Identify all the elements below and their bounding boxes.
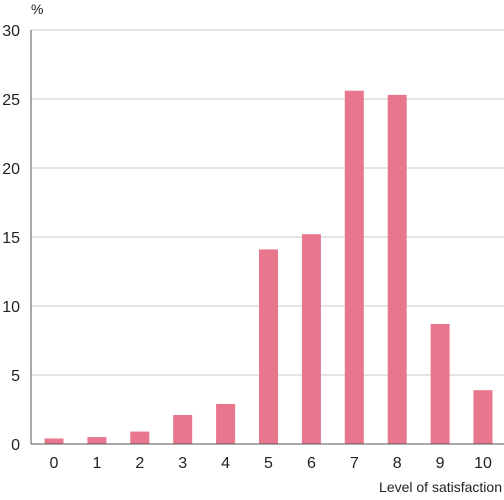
- x-tick-labels: 0 1 2 3 4 5 6 7 8 9 10: [50, 455, 492, 472]
- y-tick-label-0: 0: [11, 437, 20, 454]
- y-tick-label-15: 15: [2, 230, 20, 247]
- bars: [44, 90, 493, 445]
- y-axis-title: %: [31, 1, 43, 17]
- bar-6: [301, 234, 321, 444]
- bar-5: [259, 249, 278, 444]
- y-tick-label-5: 5: [11, 368, 20, 385]
- x-tick-label-3: 3: [178, 455, 187, 472]
- x-tick-label-7: 7: [350, 455, 359, 472]
- x-tick-label-4: 4: [221, 455, 230, 472]
- x-tick-label-9: 9: [436, 455, 445, 472]
- bar-4: [216, 403, 236, 444]
- y-tick-label-20: 20: [2, 161, 20, 178]
- bar-0: [44, 438, 64, 444]
- x-tick-label-2: 2: [135, 455, 144, 472]
- bar-7: [344, 90, 364, 444]
- bar-3: [173, 415, 193, 444]
- y-tick-label-30: 30: [2, 23, 20, 40]
- x-tick-label-8: 8: [393, 455, 402, 472]
- x-axis-title: Level of satisfaction: [379, 479, 502, 495]
- y-tick-labels: 0 5 10 15 20 25 30: [2, 23, 20, 454]
- y-tick-label-10: 10: [2, 299, 20, 316]
- bar-8: [387, 94, 407, 445]
- y-tick-label-25: 25: [2, 92, 20, 109]
- x-tick-label-1: 1: [92, 455, 101, 472]
- x-tick-label-6: 6: [307, 455, 316, 472]
- bar-9: [430, 323, 450, 444]
- bar-10: [473, 390, 493, 444]
- x-tick-label-5: 5: [264, 455, 273, 472]
- x-tick-label-10: 10: [474, 455, 492, 472]
- gridlines: [31, 29, 504, 376]
- x-tick-label-0: 0: [50, 455, 59, 472]
- bar-2: [130, 431, 150, 444]
- bar-1: [87, 437, 107, 444]
